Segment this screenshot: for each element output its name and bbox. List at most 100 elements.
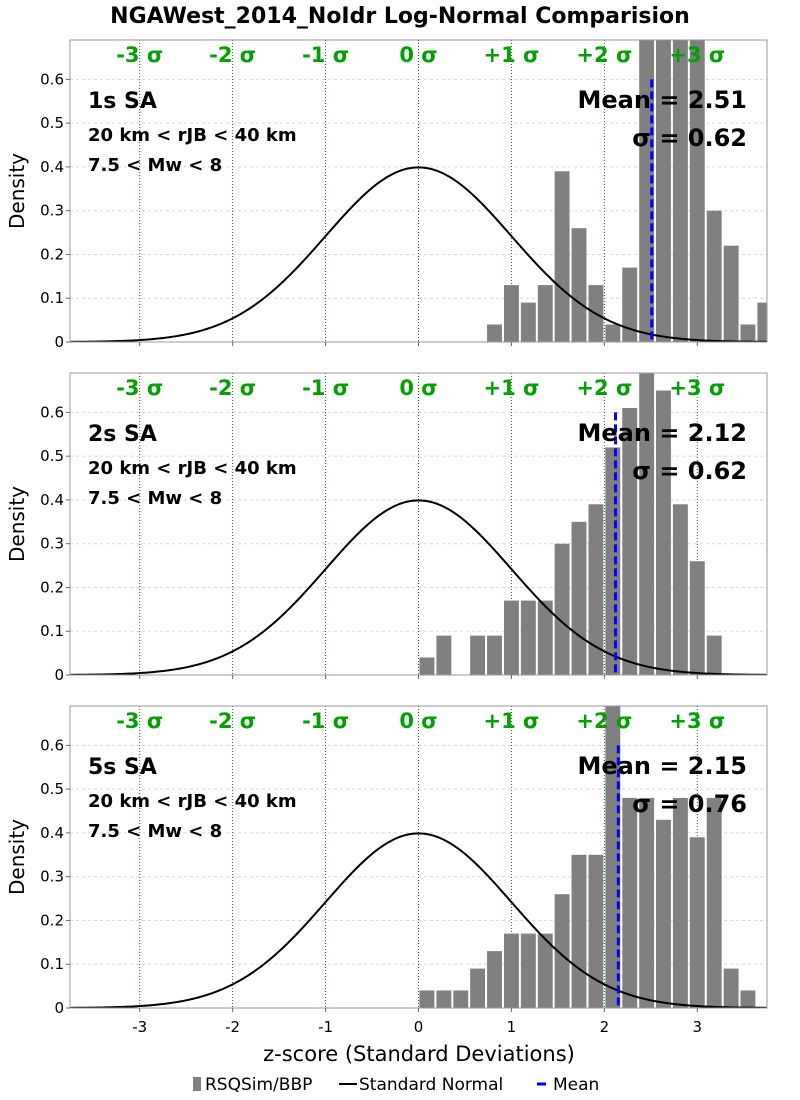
histogram-bar (605, 706, 621, 1008)
histogram-bar (672, 797, 688, 1008)
sigma-label: +2 σ (576, 43, 632, 67)
y-tick-label: 0.6 (40, 736, 64, 754)
panel-3: -3 σ -2 σ -1 σ 0 σ +1 σ +2 σ +3 σ 5s SA 20 km < … (5, 705, 768, 1036)
y-tick-label: 0.3 (40, 868, 64, 886)
histogram-bar (689, 561, 705, 675)
normal-curve (70, 499, 767, 675)
histogram-bar (706, 635, 722, 675)
sigma-stat-label: σ = 0.62 (632, 124, 747, 152)
histogram-bar (419, 990, 435, 1008)
histogram-bar (520, 302, 536, 342)
histogram-bar (470, 635, 486, 675)
histogram-bar (757, 302, 767, 342)
panel-title: 5s SA (88, 755, 157, 780)
chart-title: NGAWest_2014_NoIdr Log-Normal Comparisio… (110, 4, 690, 29)
histogram-bar (689, 40, 705, 342)
y-tick-label: 0.1 (40, 955, 64, 973)
plot-content (70, 706, 767, 1008)
sigma-label: -1 σ (302, 709, 349, 733)
sigma-label: -3 σ (116, 43, 163, 67)
x-axis-label: z-score (Standard Deviations) (263, 1042, 575, 1066)
sigma-label: 0 σ (399, 709, 437, 733)
sigma-label: +1 σ (483, 376, 539, 400)
x-tick-label: -3 (132, 1018, 147, 1036)
x-tick-label: -2 (225, 1018, 240, 1036)
panel-annotation: 7.5 < Mw < 8 (88, 488, 222, 509)
histogram-bar (487, 951, 502, 1008)
histogram-bar (520, 933, 536, 1008)
histogram-bar (436, 990, 452, 1008)
mean-label: Mean = 2.12 (578, 419, 747, 447)
histogram-bar (639, 797, 655, 1008)
mean-label: Mean = 2.15 (578, 752, 747, 780)
histogram-bar (503, 600, 519, 675)
histogram-bar (605, 324, 621, 342)
y-tick-label: 0 (54, 666, 64, 684)
histogram-bar (706, 210, 722, 342)
sigma-label: +2 σ (576, 709, 632, 733)
histogram-bar (487, 324, 502, 342)
sigma-label: -2 σ (209, 709, 256, 733)
histogram-bar (554, 894, 570, 1008)
y-axis-label: Density (5, 819, 29, 895)
panel-2: -3 σ -2 σ -1 σ 0 σ +1 σ +2 σ +3 σ 2s SA 20 km < … (5, 372, 768, 684)
histogram-bar (622, 267, 638, 342)
sigma-label: +3 σ (669, 709, 725, 733)
plot-content (70, 373, 767, 675)
x-tick-label: 1 (507, 1018, 517, 1036)
sigma-label: 0 σ (399, 43, 437, 67)
sigma-label: +3 σ (669, 43, 725, 67)
histogram-bar (639, 373, 655, 675)
y-tick-label: 0.2 (40, 578, 64, 596)
histogram-bar (672, 40, 688, 342)
histogram-bar (554, 543, 570, 675)
y-tick-label: 0.3 (40, 202, 64, 220)
histogram-bar (503, 933, 519, 1008)
y-axis-label: Density (5, 486, 29, 562)
sigma-label: 0 σ (399, 376, 437, 400)
panel-annotation: 20 km < rJB < 40 km (88, 125, 297, 146)
histogram-bar (571, 521, 587, 675)
legend-swatch-bars (193, 1077, 201, 1091)
x-tick-label: 2 (600, 1018, 610, 1036)
histogram-bar (487, 635, 502, 675)
x-tick-label: 3 (693, 1018, 703, 1036)
y-tick-label: 0.3 (40, 535, 64, 553)
legend: RSQSim/BBP Standard Normal Mean (193, 1075, 599, 1095)
panel-annotation: 20 km < rJB < 40 km (88, 458, 297, 479)
panel-title: 2s SA (88, 422, 157, 447)
histogram-bar (537, 600, 553, 675)
y-tick-label: 0.4 (40, 824, 64, 842)
y-tick-label: 0.5 (40, 447, 64, 465)
y-tick-label: 0.4 (40, 491, 64, 509)
histogram-bar (723, 968, 739, 1008)
y-tick-label: 0.2 (40, 245, 64, 263)
legend-label-mean: Mean (553, 1075, 599, 1095)
y-tick-label: 0.5 (40, 114, 64, 132)
histogram-bar (656, 390, 671, 675)
x-tick-label: -1 (318, 1018, 333, 1036)
histogram-bar (605, 447, 621, 675)
sigma-label: +1 σ (483, 43, 539, 67)
panel-title: 1s SA (88, 89, 157, 114)
y-tick-label: 0.2 (40, 911, 64, 929)
panel-annotation: 7.5 < Mw < 8 (88, 821, 222, 842)
sigma-label: +2 σ (576, 376, 632, 400)
histogram-bar (537, 285, 553, 342)
histogram-bar (689, 837, 705, 1008)
panels: -3 σ -2 σ -1 σ 0 σ +1 σ +2 σ +3 σ 1s SA 20 km < … (5, 39, 768, 1036)
legend-label-normal: Standard Normal (359, 1075, 503, 1095)
y-tick-label: 0.1 (40, 622, 64, 640)
histogram-bar (503, 285, 519, 342)
x-tick-label: 0 (414, 1018, 424, 1036)
y-tick-label: 0.6 (40, 403, 64, 421)
histogram-bar (740, 324, 756, 342)
sigma-label: -2 σ (209, 376, 256, 400)
histogram-bar (571, 228, 587, 342)
histogram-bar (419, 657, 435, 675)
panel-1: -3 σ -2 σ -1 σ 0 σ +1 σ +2 σ +3 σ 1s SA 20 km < … (5, 39, 768, 351)
histogram-bar (706, 797, 722, 1008)
sigma-label: -3 σ (116, 709, 163, 733)
sigma-stat-label: σ = 0.76 (632, 790, 747, 818)
histogram-bar (554, 171, 570, 342)
